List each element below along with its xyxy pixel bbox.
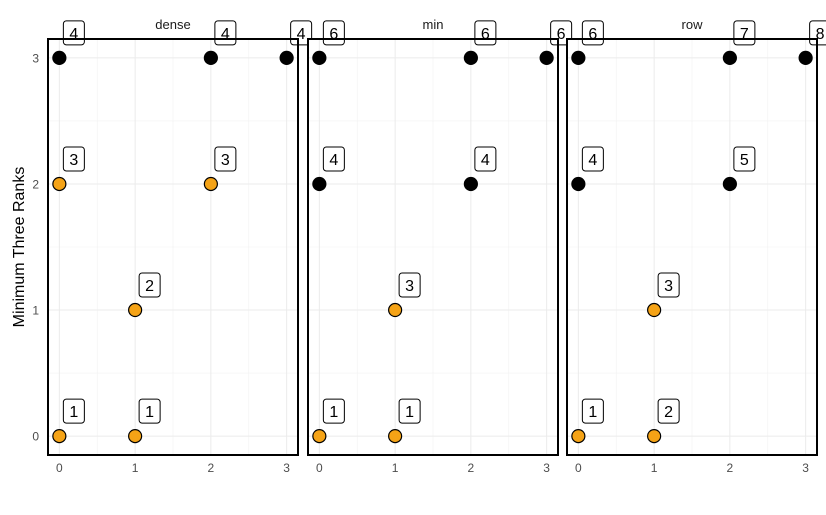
data-point (203, 50, 218, 66)
point-label: 1 (588, 404, 597, 421)
x-tick-label: 0 (575, 461, 582, 475)
data-point (52, 176, 67, 192)
y-tick-label: 1 (32, 304, 39, 318)
point-label: 3 (664, 278, 673, 295)
data-point (571, 428, 586, 444)
data-point (539, 50, 554, 66)
x-tick-label: 1 (651, 461, 658, 475)
x-tick-label: 0 (316, 461, 323, 475)
point-label-box (733, 146, 756, 172)
data-point (463, 50, 478, 66)
data-point (312, 428, 327, 444)
y-tick-label: 3 (32, 51, 39, 65)
point-label: 4 (221, 26, 230, 43)
point-label: 4 (297, 26, 306, 43)
y-tick-label: 2 (32, 177, 39, 191)
data-point (128, 428, 143, 444)
data-point (312, 50, 327, 66)
point-label-box (62, 398, 85, 424)
point-label: 6 (481, 26, 490, 43)
x-tick-label: 1 (392, 461, 399, 475)
facet-title: dense (155, 17, 190, 32)
point-label: 1 (405, 404, 414, 421)
facet-panel-min: min 0 1 2 3 1 1 3 4 4 6 6 6 (307, 17, 573, 475)
point-label: 7 (740, 26, 749, 43)
point-label-box (398, 398, 421, 424)
point-label: 6 (329, 26, 338, 43)
data-point (388, 428, 403, 444)
data-point (52, 428, 67, 444)
data-point (647, 428, 662, 444)
x-tick-label: 3 (802, 461, 809, 475)
data-point (571, 50, 586, 66)
y-tick-label: 0 (32, 430, 39, 444)
point-label-box (322, 398, 345, 424)
data-point (128, 302, 143, 318)
point-label: 4 (69, 26, 78, 43)
facet-panel-row: row 0 1 2 3 1 2 3 4 5 6 7 8 (566, 17, 826, 475)
y-axis-title: Minimum Three Ranks (11, 167, 28, 328)
point-label-box (398, 272, 421, 298)
point-label-box (138, 398, 161, 424)
x-tick-label: 2 (727, 461, 734, 475)
data-point (571, 176, 586, 192)
point-label-box (581, 398, 604, 424)
x-tick-label: 1 (132, 461, 139, 475)
x-tick-label: 3 (283, 461, 290, 475)
data-point (203, 176, 218, 192)
facet-title: row (682, 17, 704, 32)
data-point (647, 302, 662, 318)
x-tick-label: 2 (208, 461, 215, 475)
panel-border (566, 38, 818, 456)
x-tick-label: 2 (468, 461, 475, 475)
point-label-box (214, 146, 237, 172)
point-label-box (657, 398, 680, 424)
facet-panel-dense: dense 0 1 2 3 1 1 2 3 3 4 4 4 (47, 17, 313, 475)
point-label: 3 (69, 152, 78, 169)
point-label: 2 (145, 278, 154, 295)
point-label: 6 (588, 26, 597, 43)
point-label: 8 (816, 26, 825, 43)
data-point (388, 302, 403, 318)
data-point (463, 176, 478, 192)
x-tick-label: 0 (56, 461, 63, 475)
panel-border (47, 38, 299, 456)
point-label-box (581, 146, 604, 172)
point-label: 4 (329, 152, 338, 169)
point-label-box (322, 146, 345, 172)
point-label: 4 (481, 152, 490, 169)
point-label-box (62, 146, 85, 172)
point-label: 6 (557, 26, 566, 43)
point-label: 1 (329, 404, 338, 421)
data-point (279, 50, 294, 66)
point-label-box (474, 146, 497, 172)
point-label: 3 (221, 152, 230, 169)
point-label: 1 (69, 404, 78, 421)
panel-border (307, 38, 559, 456)
point-label-box (138, 272, 161, 298)
data-point (52, 50, 67, 66)
point-label: 4 (588, 152, 597, 169)
facet-title: min (423, 17, 444, 32)
x-tick-label: 3 (543, 461, 550, 475)
data-point (798, 50, 813, 66)
point-label: 5 (740, 152, 749, 169)
data-point (722, 176, 737, 192)
point-label: 1 (145, 404, 154, 421)
point-label: 2 (664, 404, 673, 421)
data-point (312, 176, 327, 192)
point-label: 3 (405, 278, 414, 295)
point-label-box (657, 272, 680, 298)
data-point (722, 50, 737, 66)
